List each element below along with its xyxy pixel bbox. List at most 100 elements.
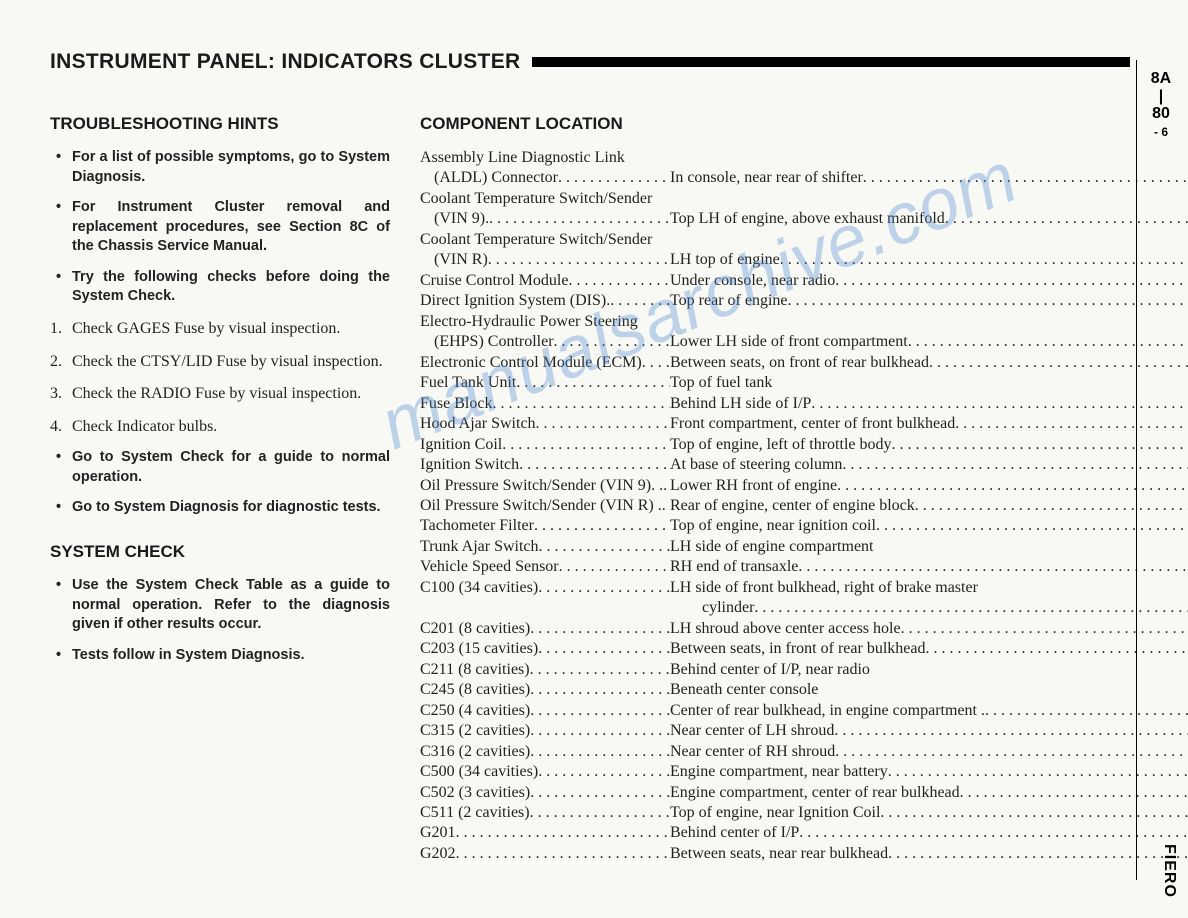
table-row: C245 (8 cavities) . . . . . . . . . . . … bbox=[420, 680, 1188, 700]
component-name: C201 (8 cavities) . . . . . . . . . . . … bbox=[420, 619, 670, 639]
right-header-row: COMPONENT LOCATION Page-Figure bbox=[420, 114, 1188, 134]
list-item: Tests follow in System Diagnosis. bbox=[50, 646, 390, 666]
component-description: cylinder . . . . . . . . . . . . . . . .… bbox=[670, 598, 1188, 618]
component-description: Between seats, on front of rear bulkhead… bbox=[670, 353, 1188, 373]
component-name: C211 (8 cavities) . . . . . . . . . . . … bbox=[420, 660, 670, 680]
component-name: Assembly Line Diagnostic Link bbox=[420, 148, 625, 168]
component-description: Front compartment, center of front bulkh… bbox=[670, 414, 1188, 434]
table-row: Hood Ajar Switch . . . . . . . . . . . .… bbox=[420, 414, 1188, 434]
component-name: Electro-Hydraulic Power Steering bbox=[420, 312, 638, 332]
list-item: 1.Check GAGES Fuse by visual inspection. bbox=[50, 318, 390, 340]
table-row: Oil Pressure Switch/Sender (VIN 9). . . … bbox=[420, 476, 1188, 496]
table-row: C316 (2 cavities) . . . . . . . . . . . … bbox=[420, 742, 1188, 762]
table-row: Trunk Ajar Switch . . . . . . . . . . . … bbox=[420, 537, 1188, 557]
component-description: Behind LH side of I/P . . . . . . . . . … bbox=[670, 394, 1188, 414]
component-name: Fuel Tank Unit . . . . . . . . . . . . .… bbox=[420, 373, 670, 393]
table-row: cylinder . . . . . . . . . . . . . . . .… bbox=[420, 598, 1188, 618]
table-row: Ignition Switch . . . . . . . . . . . . … bbox=[420, 455, 1188, 475]
component-name: G202 . . . . . . . . . . . . . . . . . .… bbox=[420, 844, 670, 864]
component-name: C316 (2 cavities) . . . . . . . . . . . … bbox=[420, 742, 670, 762]
component-description: Beneath center console bbox=[670, 680, 1188, 700]
component-description: Top rear of engine . . . . . . . . . . .… bbox=[670, 291, 1188, 311]
check-list: Use the System Check Table as a guide to… bbox=[50, 576, 390, 665]
list-item: 2.Check the CTSY/LID Fuse by visual insp… bbox=[50, 351, 390, 373]
list-item: Use the System Check Table as a guide to… bbox=[50, 576, 390, 635]
component-name: C245 (8 cavities) . . . . . . . . . . . … bbox=[420, 680, 670, 700]
component-name: (VIN R) . . . . . . . . . . . . . . . . … bbox=[420, 250, 670, 270]
component-description: Rear of engine, center of engine block .… bbox=[670, 496, 1188, 516]
component-description: Lower LH side of front compartment . . .… bbox=[670, 332, 1188, 352]
table-row: C315 (2 cavities) . . . . . . . . . . . … bbox=[420, 721, 1188, 741]
component-description: Top of fuel tank bbox=[670, 373, 1188, 393]
component-name: Hood Ajar Switch . . . . . . . . . . . .… bbox=[420, 414, 670, 434]
component-description: Behind center of I/P . . . . . . . . . .… bbox=[670, 823, 1188, 843]
component-name: Oil Pressure Switch/Sender (VIN R) . . .… bbox=[420, 496, 670, 516]
table-row: G201 . . . . . . . . . . . . . . . . . .… bbox=[420, 823, 1188, 843]
component-name bbox=[420, 598, 670, 618]
component-description: LH shroud above center access hole . . .… bbox=[670, 619, 1188, 639]
list-item: Go to System Diagnosis for diagnostic te… bbox=[50, 498, 390, 518]
component-name: C511 (2 cavities) . . . . . . . . . . . … bbox=[420, 803, 670, 823]
table-row: C250 (4 cavities) . . . . . . . . . . . … bbox=[420, 701, 1188, 721]
component-name: C250 (4 cavities) . . . . . . . . . . . … bbox=[420, 701, 670, 721]
hints-list: For a list of possible symptoms, go to S… bbox=[50, 148, 390, 518]
table-row: C201 (8 cavities) . . . . . . . . . . . … bbox=[420, 619, 1188, 639]
table-row: Coolant Temperature Switch/Sender bbox=[420, 189, 1188, 209]
side-dash: | bbox=[1159, 88, 1163, 105]
table-row: (ALDL) Connector . . . . . . . . . . . .… bbox=[420, 168, 1188, 188]
table-row: Vehicle Speed Sensor . . . . . . . . . .… bbox=[420, 557, 1188, 577]
component-description: In console, near rear of shifter . . . .… bbox=[670, 168, 1188, 188]
component-description: At base of steering column . . . . . . .… bbox=[670, 455, 1188, 475]
component-name: C203 (15 cavities) . . . . . . . . . . .… bbox=[420, 639, 670, 659]
component-name: Oil Pressure Switch/Sender (VIN 9). . . … bbox=[420, 476, 670, 496]
component-name: Trunk Ajar Switch . . . . . . . . . . . … bbox=[420, 537, 670, 557]
list-item: Try the following checks before doing th… bbox=[50, 268, 390, 307]
component-name: Fuse Block . . . . . . . . . . . . . . .… bbox=[420, 394, 670, 414]
table-row: Oil Pressure Switch/Sender (VIN R) . . .… bbox=[420, 496, 1188, 516]
component-name: (EHPS) Controller . . . . . . . . . . . … bbox=[420, 332, 670, 352]
component-description: LH top of engine . . . . . . . . . . . .… bbox=[670, 250, 1188, 270]
table-row: (VIN R) . . . . . . . . . . . . . . . . … bbox=[420, 250, 1188, 270]
list-item: 3.Check the RADIO Fuse by visual inspect… bbox=[50, 383, 390, 405]
table-row: Coolant Temperature Switch/Sender bbox=[420, 230, 1188, 250]
title-bar bbox=[532, 57, 1130, 67]
component-description: LH side of front bulkhead, right of brak… bbox=[670, 578, 1188, 598]
table-row: Electronic Control Module (ECM) . . . . … bbox=[420, 353, 1188, 373]
table-row: Electro-Hydraulic Power Steering bbox=[420, 312, 1188, 332]
list-item: For Instrument Cluster removal and repla… bbox=[50, 198, 390, 257]
component-name: (VIN 9). . . . . . . . . . . . . . . . .… bbox=[420, 209, 670, 229]
side-sub: - 6 bbox=[1154, 125, 1168, 139]
component-name: Vehicle Speed Sensor . . . . . . . . . .… bbox=[420, 557, 670, 577]
component-description: Center of rear bulkhead, in engine compa… bbox=[670, 701, 1188, 721]
component-name: Ignition Coil . . . . . . . . . . . . . … bbox=[420, 435, 670, 455]
table-row: Direct Ignition System (DIS). . . . . . … bbox=[420, 291, 1188, 311]
component-name: C100 (34 cavities) . . . . . . . . . . .… bbox=[420, 578, 670, 598]
component-name: C500 (34 cavities) . . . . . . . . . . .… bbox=[420, 762, 670, 782]
side-section: 8A bbox=[1151, 70, 1171, 87]
side-model-label: FIERO bbox=[1160, 844, 1178, 898]
component-name: Cruise Control Module . . . . . . . . . … bbox=[420, 271, 670, 291]
component-description: Engine compartment, center of rear bulkh… bbox=[670, 783, 1188, 803]
list-item: 4.Check Indicator bulbs. bbox=[50, 416, 390, 438]
component-name: C502 (3 cavities) . . . . . . . . . . . … bbox=[420, 783, 670, 803]
table-row: G202 . . . . . . . . . . . . . . . . . .… bbox=[420, 844, 1188, 864]
component-description: Under console, near radio . . . . . . . … bbox=[670, 271, 1188, 291]
component-description: Top of engine, near Ignition Coil . . . … bbox=[670, 803, 1188, 823]
list-item: For a list of possible symptoms, go to S… bbox=[50, 148, 390, 187]
component-name: Direct Ignition System (DIS). . . . . . … bbox=[420, 291, 670, 311]
component-name: Tachometer Filter . . . . . . . . . . . … bbox=[420, 516, 670, 536]
component-location-heading: COMPONENT LOCATION bbox=[420, 114, 623, 134]
table-row: Tachometer Filter . . . . . . . . . . . … bbox=[420, 516, 1188, 536]
location-table: Assembly Line Diagnostic Link(ALDL) Conn… bbox=[420, 148, 1188, 864]
list-item: Go to System Check for a guide to normal… bbox=[50, 448, 390, 487]
side-page: 80 bbox=[1152, 105, 1170, 122]
table-row: Fuel Tank Unit . . . . . . . . . . . . .… bbox=[420, 373, 1188, 393]
table-row: Ignition Coil . . . . . . . . . . . . . … bbox=[420, 435, 1188, 455]
table-row: C203 (15 cavities) . . . . . . . . . . .… bbox=[420, 639, 1188, 659]
title-row: INSTRUMENT PANEL: INDICATORS CLUSTER bbox=[50, 50, 1130, 74]
system-check-heading: SYSTEM CHECK bbox=[50, 542, 390, 562]
table-row: Cruise Control Module . . . . . . . . . … bbox=[420, 271, 1188, 291]
table-row: C511 (2 cavities) . . . . . . . . . . . … bbox=[420, 803, 1188, 823]
component-description: Lower RH front of engine . . . . . . . .… bbox=[670, 476, 1188, 496]
left-column: TROUBLESHOOTING HINTS For a list of poss… bbox=[50, 114, 390, 864]
